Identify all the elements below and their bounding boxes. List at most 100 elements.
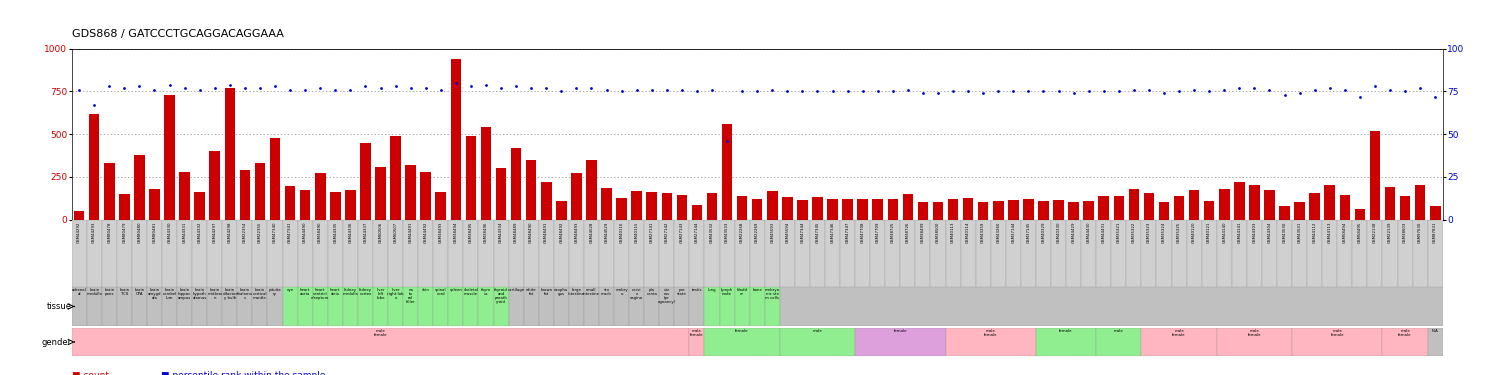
Bar <box>994 201 1004 219</box>
Text: ■ count: ■ count <box>72 371 109 375</box>
Text: GSM44303: GSM44303 <box>1252 222 1256 243</box>
Text: female: female <box>1059 329 1073 333</box>
Bar <box>1113 196 1123 219</box>
Text: female: female <box>894 329 907 333</box>
Point <box>1152 90 1176 96</box>
Text: GSM44292: GSM44292 <box>78 222 81 243</box>
Text: GSM38726: GSM38726 <box>906 222 910 243</box>
Bar <box>237 219 252 286</box>
Bar <box>1219 189 1229 219</box>
Bar <box>1413 219 1428 286</box>
Bar <box>1098 196 1109 219</box>
Text: GSM37144: GSM37144 <box>1012 222 1016 243</box>
Text: GSM40116: GSM40116 <box>619 222 624 243</box>
Bar <box>328 286 343 326</box>
Bar <box>509 219 524 286</box>
Text: adrenal
al: adrenal al <box>72 288 87 296</box>
Text: GSM38725: GSM38725 <box>891 222 895 243</box>
Bar <box>72 328 689 356</box>
Point <box>263 83 286 89</box>
Bar <box>433 219 448 286</box>
Point <box>248 85 272 91</box>
Bar <box>464 286 479 326</box>
Point <box>354 83 377 89</box>
Text: embryo
nic ste
m cells: embryo nic ste m cells <box>765 288 780 300</box>
Bar <box>1383 219 1398 286</box>
Bar <box>403 286 418 326</box>
Text: GSM44492: GSM44492 <box>424 222 428 243</box>
Text: GSM35323: GSM35323 <box>1147 222 1150 243</box>
Text: GSM44113: GSM44113 <box>1328 222 1332 243</box>
Bar <box>1171 219 1186 286</box>
Point <box>82 102 106 108</box>
Text: tissue: tissue <box>46 302 72 311</box>
Point <box>746 88 770 94</box>
Bar <box>1398 219 1413 286</box>
Bar <box>406 165 416 219</box>
Text: male
female: male female <box>985 329 998 337</box>
Bar <box>689 219 704 286</box>
Bar <box>373 219 388 286</box>
Text: GSM58494: GSM58494 <box>1343 222 1347 243</box>
Point <box>670 87 694 93</box>
Point <box>1273 92 1297 98</box>
Text: GSM58495: GSM58495 <box>1358 222 1362 243</box>
Bar <box>583 286 598 326</box>
Bar <box>825 219 840 286</box>
Bar <box>812 197 822 219</box>
Text: GSM48489: GSM48489 <box>515 222 518 243</box>
Bar <box>237 286 252 326</box>
Bar <box>888 199 898 219</box>
Bar <box>916 219 931 286</box>
Point <box>474 82 498 88</box>
Text: GSM43531: GSM43531 <box>1298 222 1301 243</box>
Text: GSM47341: GSM47341 <box>288 222 292 243</box>
Point <box>534 85 558 91</box>
Text: GSM47347: GSM47347 <box>846 222 849 243</box>
Point <box>1197 88 1220 94</box>
Bar <box>1126 219 1141 286</box>
Text: brain
CPA: brain CPA <box>134 288 145 296</box>
Bar <box>870 219 885 286</box>
Text: GSM44141: GSM44141 <box>1237 222 1241 243</box>
Bar <box>946 328 1035 356</box>
Text: GSM22354: GSM22354 <box>243 222 246 243</box>
Bar <box>615 286 630 326</box>
Bar <box>345 190 355 219</box>
Point <box>610 88 634 94</box>
Bar <box>797 200 807 219</box>
Text: lung: lung <box>707 288 716 292</box>
Point <box>836 88 859 94</box>
Text: white
fat: white fat <box>525 288 537 296</box>
Text: GSM44429: GSM44429 <box>1071 222 1076 243</box>
Point <box>504 83 528 89</box>
Text: GSM38603: GSM38603 <box>1402 222 1407 243</box>
Point <box>865 88 889 94</box>
Bar <box>707 193 718 219</box>
Bar <box>961 219 976 286</box>
Bar <box>780 328 855 356</box>
Point <box>956 88 980 94</box>
Bar <box>827 199 839 219</box>
Text: GSM35321: GSM35321 <box>1118 222 1120 243</box>
Point <box>369 85 392 91</box>
Text: GSM38500: GSM38500 <box>935 222 940 243</box>
Bar <box>116 219 131 286</box>
Bar <box>464 219 479 286</box>
Point <box>1303 87 1326 93</box>
Bar <box>885 219 900 286</box>
Bar <box>509 286 524 326</box>
Point <box>912 90 935 96</box>
Text: GSM80478: GSM80478 <box>107 222 112 243</box>
Text: GSM35324: GSM35324 <box>1162 222 1167 243</box>
Bar <box>313 286 328 326</box>
Text: bone: bone <box>752 288 762 292</box>
Bar <box>524 219 539 286</box>
Bar <box>297 286 313 326</box>
Bar <box>630 286 645 326</box>
Bar <box>780 286 1443 326</box>
Bar <box>1128 189 1140 219</box>
Bar <box>1038 201 1049 219</box>
Point <box>806 88 830 94</box>
Point <box>383 83 407 89</box>
